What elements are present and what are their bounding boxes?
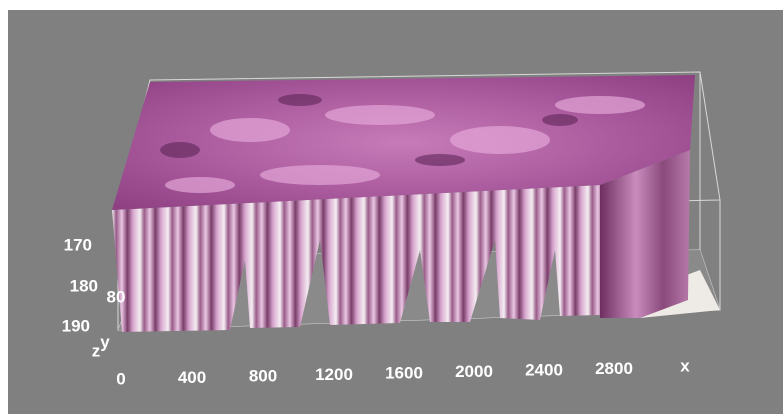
x-tick-label: 2400	[525, 360, 563, 379]
z-axis-label: z	[92, 341, 101, 360]
tissue-pillars	[112, 185, 600, 332]
x-tick-label: 2000	[455, 362, 493, 381]
y-tick-label: 80	[107, 287, 126, 306]
z-tick-label: 180	[70, 276, 98, 295]
scene: 0 400 800 1200 1600 2000 2400 2800 x 170 180 190z 80…	[0, 0, 783, 414]
x-tick-label: 2800	[595, 359, 633, 378]
x-tick-label: 0	[116, 369, 125, 388]
x-tick-label: 1600	[385, 363, 423, 382]
y-axis-label: y	[100, 332, 110, 351]
x-tick-label: 1200	[315, 365, 353, 384]
x-axis-label: x	[680, 356, 690, 375]
x-tick-label: 800	[249, 366, 277, 385]
x-tick-label: 400	[178, 368, 206, 387]
z-tick-label: 190	[62, 316, 90, 335]
z-tick-label: 170	[64, 235, 92, 254]
